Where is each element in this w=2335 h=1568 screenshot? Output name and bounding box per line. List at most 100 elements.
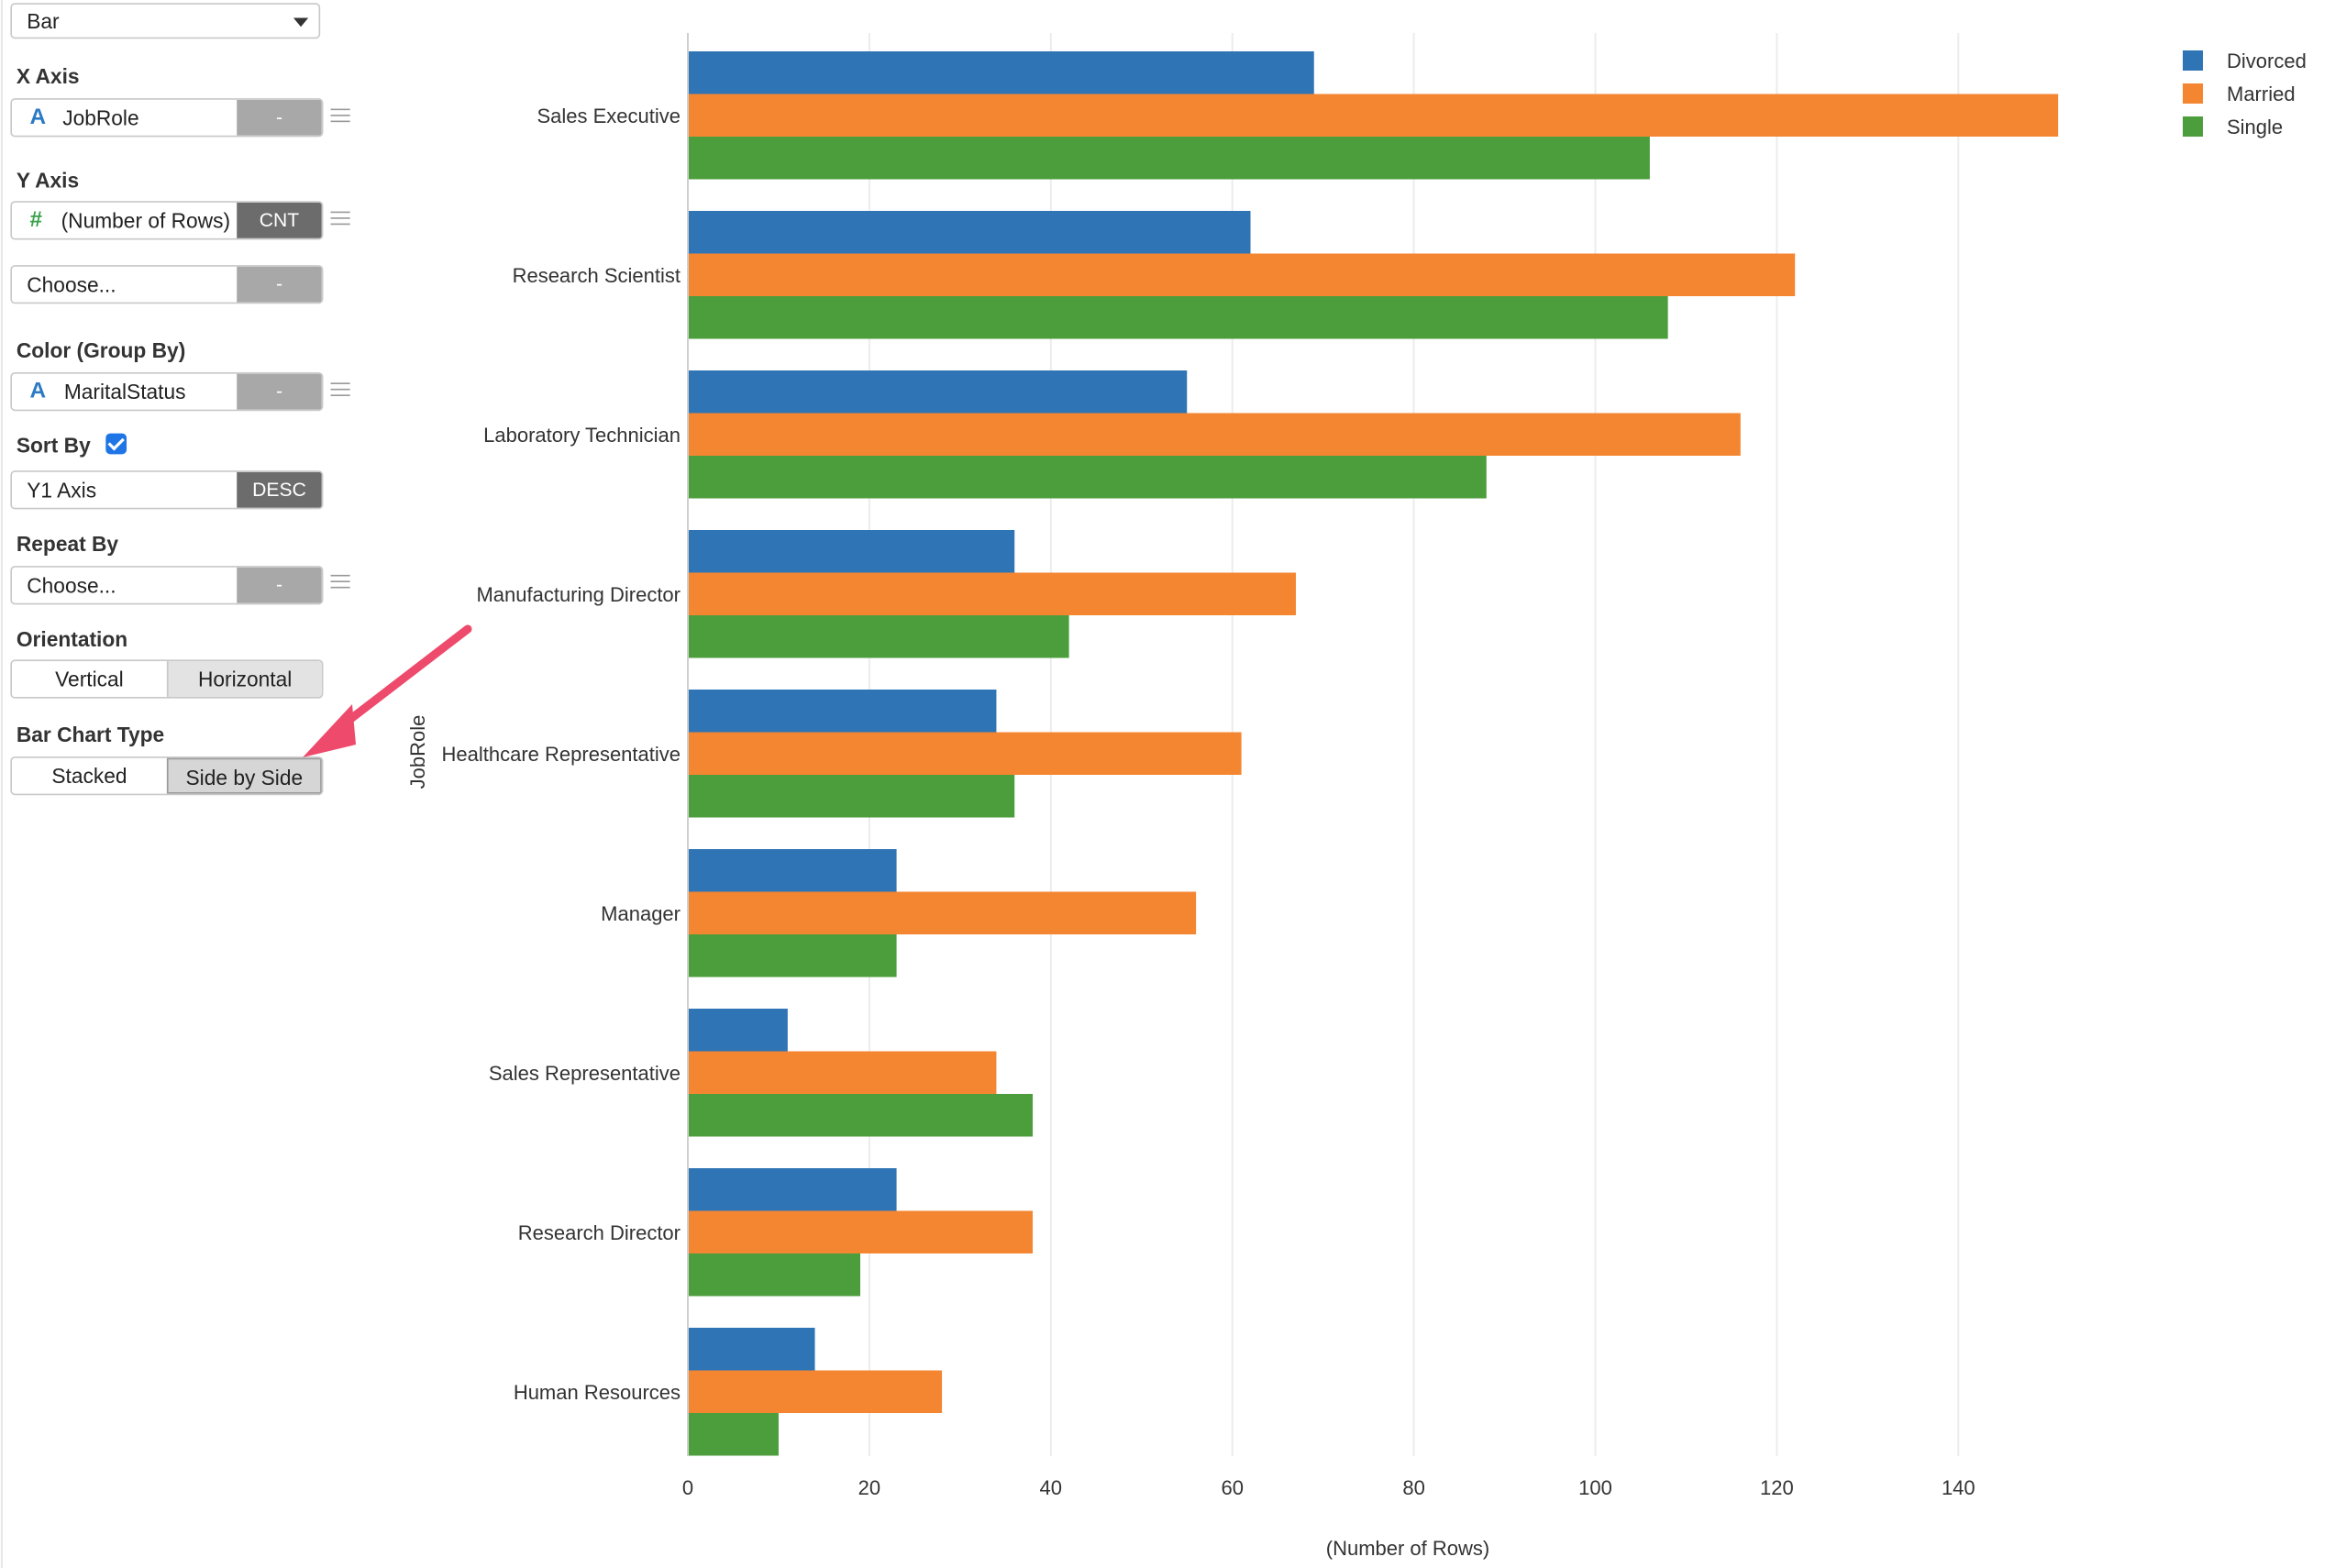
- bar-married[interactable]: [688, 94, 2059, 138]
- bar-married[interactable]: [688, 1210, 1034, 1254]
- x-axis-agg-button[interactable]: -: [237, 99, 322, 136]
- legend-swatch-divorced: [2183, 50, 2203, 71]
- y-category-labels: Sales Executive Research Scientist Laborat…: [442, 105, 681, 1404]
- bar-type-toggle: Stacked Side by Side: [10, 756, 324, 796]
- sort-direction-button[interactable]: DESC: [237, 471, 322, 508]
- bar-divorced[interactable]: [688, 211, 1251, 254]
- bar-married[interactable]: [688, 572, 1296, 616]
- color-label: Color (Group By): [16, 337, 186, 362]
- x-tick-label: 20: [858, 1476, 880, 1499]
- legend-label: Married: [2227, 83, 2296, 105]
- bar-divorced[interactable]: [688, 1009, 788, 1052]
- y-axis-second-field[interactable]: Choose... -: [10, 265, 324, 304]
- y-category-label: Manager: [601, 902, 681, 925]
- y-category-label: Manufacturing Director: [476, 583, 681, 606]
- bar-single[interactable]: [688, 934, 897, 977]
- y-axis-menu-icon[interactable]: [330, 211, 350, 229]
- y-category-label: Sales Executive: [537, 105, 681, 127]
- bar-single[interactable]: [688, 1413, 779, 1456]
- sort-label: Sort By: [16, 433, 91, 458]
- y-category-label: Research Scientist: [513, 264, 681, 287]
- bar-divorced[interactable]: [688, 370, 1188, 414]
- bar-divorced[interactable]: [688, 690, 997, 733]
- bar-type-side-by-side-option[interactable]: Side by Side: [166, 757, 322, 794]
- bar-divorced[interactable]: [688, 1168, 897, 1211]
- x-axis-title: (Number of Rows): [1326, 1537, 1489, 1560]
- bar-single[interactable]: [688, 1253, 861, 1297]
- bar-type-label: Bar Chart Type: [16, 722, 165, 746]
- x-tick-label: 80: [1402, 1476, 1424, 1499]
- chart-config-panel: Bar X Axis A JobRole - Y Axis # (Number …: [0, 0, 387, 1568]
- x-axis-label: X Axis: [16, 63, 80, 88]
- color-field[interactable]: A MaritalStatus -: [10, 372, 324, 412]
- bar-married[interactable]: [688, 732, 1242, 776]
- bar-single[interactable]: [688, 615, 1069, 658]
- y-category-label: Sales Representative: [489, 1062, 681, 1085]
- repeat-menu-icon[interactable]: [330, 574, 350, 592]
- color-field-name: MaritalStatus: [63, 380, 186, 404]
- bar-married[interactable]: [688, 413, 1741, 457]
- y-axis-field-name: (Number of Rows): [61, 208, 231, 233]
- repeat-field[interactable]: Choose... -: [10, 566, 324, 605]
- y-axis-title: JobRole: [406, 715, 429, 790]
- bar-married[interactable]: [688, 1051, 997, 1095]
- bar-divorced[interactable]: [688, 1328, 815, 1371]
- bar-type-stacked-option[interactable]: Stacked: [51, 764, 127, 789]
- legend-swatch-married: [2183, 83, 2203, 104]
- bar-married[interactable]: [688, 253, 1796, 297]
- bar-divorced[interactable]: [688, 51, 1314, 94]
- bar-single[interactable]: [688, 775, 1015, 818]
- orientation-toggle: Vertical Horizontal: [10, 659, 324, 699]
- bars: [688, 51, 2059, 1456]
- bar-single[interactable]: [688, 1094, 1034, 1137]
- y-category-label: Human Resources: [514, 1381, 681, 1404]
- x-tick-label: 60: [1221, 1476, 1243, 1499]
- color-menu-icon[interactable]: [330, 382, 350, 400]
- sort-field[interactable]: Y1 Axis DESC: [10, 470, 324, 510]
- bar-divorced[interactable]: [688, 849, 897, 892]
- y-axis-agg-button[interactable]: CNT: [237, 202, 322, 238]
- x-axis-field-name: JobRole: [62, 105, 139, 130]
- orientation-horizontal-option[interactable]: Horizontal: [166, 661, 322, 698]
- x-tick-label: 40: [1040, 1476, 1062, 1499]
- annotation-arrow: [303, 624, 472, 757]
- y-category-label: Research Director: [518, 1221, 681, 1244]
- repeat-field-name: Choose...: [27, 573, 116, 598]
- x-tick-labels: 0 20 40 60 80 100 120 140: [682, 1476, 1975, 1499]
- sort-checkbox[interactable]: [105, 433, 127, 455]
- bar-married[interactable]: [688, 1370, 943, 1414]
- legend-label: Divorced: [2227, 50, 2307, 72]
- y-axis-second-field-name: Choose...: [27, 272, 116, 297]
- bar-single[interactable]: [688, 296, 1668, 339]
- legend-swatch-single: [2183, 116, 2203, 137]
- y-axis-label: Y Axis: [16, 168, 80, 193]
- chart-type-value: Bar: [27, 8, 60, 33]
- bar-single[interactable]: [688, 456, 1487, 499]
- repeat-agg-button[interactable]: -: [237, 567, 322, 603]
- y-category-label: Laboratory Technician: [483, 424, 681, 447]
- legend: Divorced Married Single: [2183, 50, 2307, 138]
- x-tick-label: 100: [1578, 1476, 1612, 1499]
- string-type-icon: A: [29, 378, 47, 404]
- y-axis-second-agg-button[interactable]: -: [237, 266, 322, 303]
- legend-label: Single: [2227, 116, 2283, 138]
- color-agg-button[interactable]: -: [237, 373, 322, 410]
- number-type-icon: #: [29, 206, 43, 233]
- chevron-down-icon: [293, 17, 309, 28]
- orientation-vertical-option[interactable]: Vertical: [55, 667, 124, 691]
- x-axis-field[interactable]: A JobRole -: [10, 98, 324, 138]
- chart-type-select[interactable]: Bar: [10, 3, 321, 39]
- orientation-label: Orientation: [16, 626, 128, 651]
- y-category-label: Healthcare Representative: [442, 743, 681, 766]
- bar-single[interactable]: [688, 137, 1650, 180]
- x-tick-label: 120: [1760, 1476, 1794, 1499]
- bar-divorced[interactable]: [688, 530, 1015, 573]
- sort-field-name: Y1 Axis: [27, 478, 97, 502]
- bar-married[interactable]: [688, 891, 1197, 935]
- x-tick-label: 0: [682, 1476, 693, 1499]
- y-axis-field[interactable]: # (Number of Rows) CNT: [10, 201, 324, 240]
- repeat-label: Repeat By: [16, 531, 119, 556]
- x-axis-menu-icon[interactable]: [330, 108, 350, 127]
